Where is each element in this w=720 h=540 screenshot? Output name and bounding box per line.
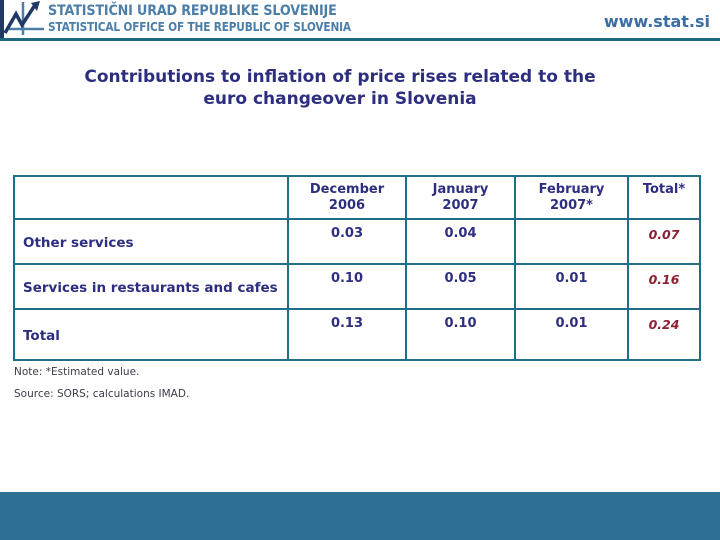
row-label: Services in restaurants and cafes xyxy=(13,263,289,310)
website-url: www.stat.si xyxy=(603,12,710,31)
header-divider-rule xyxy=(0,38,720,41)
footer-bar xyxy=(0,492,720,540)
note-estimated-value: Note: *Estimated value. xyxy=(14,366,140,378)
table-row-other-services: Other services 0.03 0.04 0.07 xyxy=(13,218,701,265)
value-cell: 0.04 xyxy=(405,218,516,265)
slide-title-line2: euro changeover in Slovenia xyxy=(203,89,477,109)
table-row-restaurants-cafes: Services in restaurants and cafes 0.10 0… xyxy=(13,263,701,310)
total-value-cell: 0.16 xyxy=(627,263,701,310)
value-cell: 0.10 xyxy=(405,308,516,361)
slide-title: Contributions to inflation of price rise… xyxy=(10,66,670,110)
value-cell: 0.10 xyxy=(287,263,407,310)
line-chart-arrow-logo-icon xyxy=(3,0,47,38)
contributions-table: December 2006 January 2007 February 2007… xyxy=(13,175,701,361)
left-edge-strip xyxy=(0,0,4,38)
value-cell: 0.03 xyxy=(287,218,407,265)
note-source: Source: SORS; calculations IMAD. xyxy=(14,388,190,400)
column-header-blank xyxy=(13,175,289,220)
value-cell: 0.01 xyxy=(514,263,629,310)
org-name-slovene: STATISTIČNI URAD REPUBLIKE SLOVENIJE xyxy=(48,3,337,19)
column-header-december-2006: December 2006 xyxy=(287,175,407,220)
org-name-english: STATISTICAL OFFICE OF THE REPUBLIC OF SL… xyxy=(48,19,351,34)
total-value-cell: 0.07 xyxy=(627,218,701,265)
total-value-cell: 0.24 xyxy=(627,308,701,361)
value-cell xyxy=(514,218,629,265)
table-header-row: December 2006 January 2007 February 2007… xyxy=(13,175,701,220)
value-cell: 0.01 xyxy=(514,308,629,361)
column-header-total: Total* xyxy=(627,175,701,220)
slide-title-line1: Contributions to inflation of price rise… xyxy=(84,67,596,87)
row-label: Other services xyxy=(13,218,289,265)
column-header-january-2007: January 2007 xyxy=(405,175,516,220)
contributions-table-wrapper: December 2006 January 2007 February 2007… xyxy=(13,175,701,361)
value-cell: 0.13 xyxy=(287,308,407,361)
table-row-total: Total 0.13 0.10 0.01 0.24 xyxy=(13,308,701,361)
org-names: STATISTIČNI URAD REPUBLIKE SLOVENIJE STA… xyxy=(48,4,351,33)
row-label: Total xyxy=(13,308,289,361)
column-header-february-2007: February 2007* xyxy=(514,175,629,220)
value-cell: 0.05 xyxy=(405,263,516,310)
